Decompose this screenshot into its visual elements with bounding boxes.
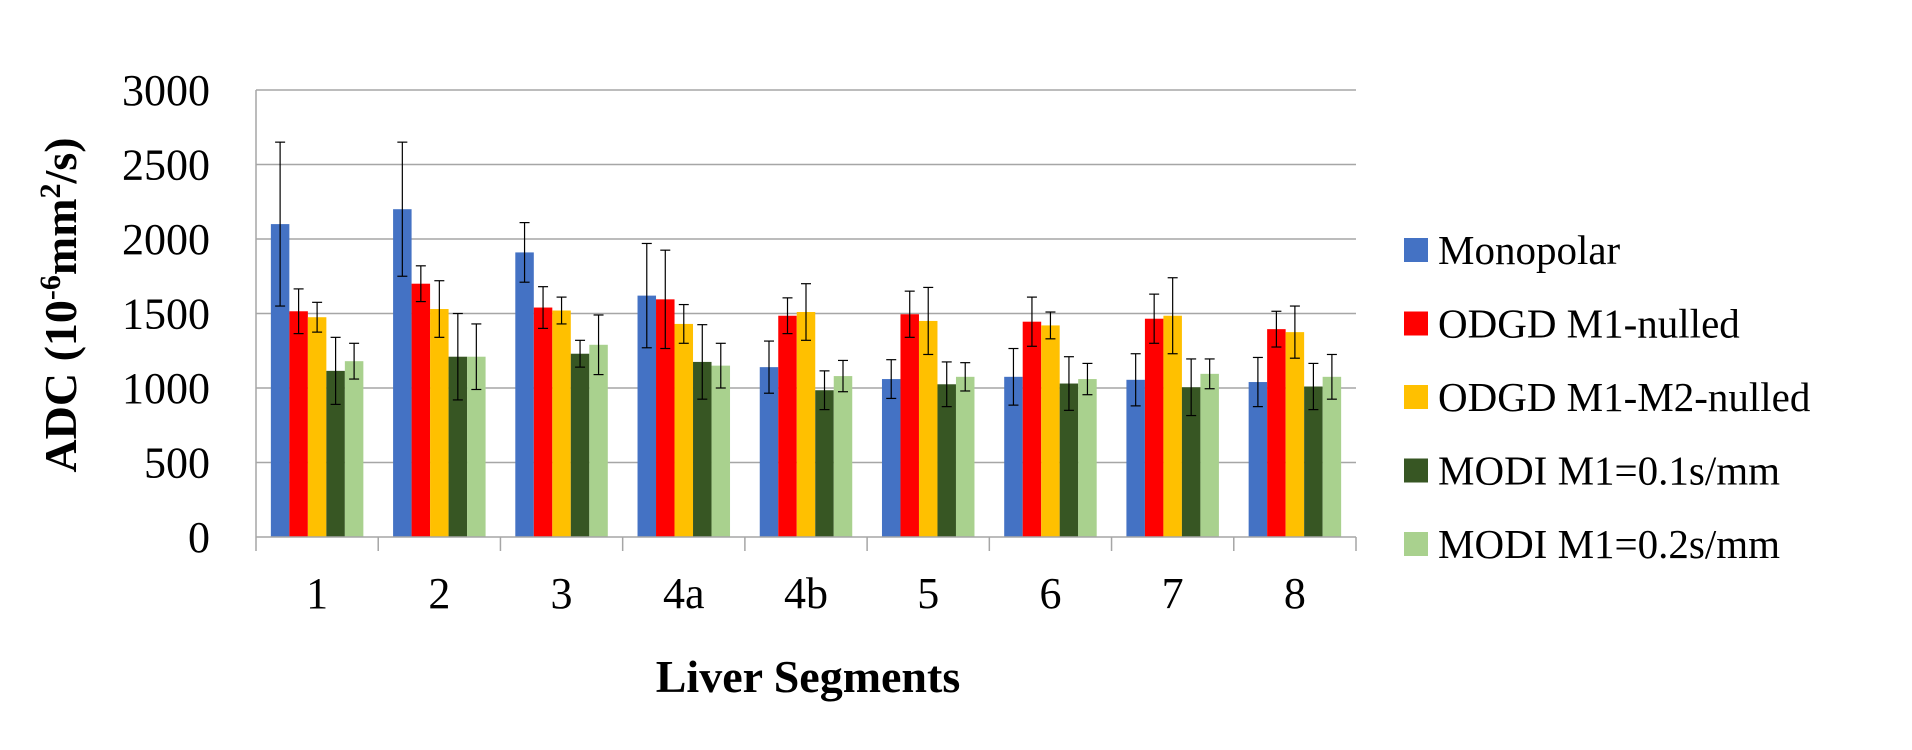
y-tick-label-3000: 3000 [122,66,210,115]
bar-modi-m1-0-1s-mm-seg-5 [937,384,956,537]
bar-modi-m1-0-1s-mm-seg-4a [693,361,712,537]
bar-modi-m1-0-1s-mm-seg-8 [1304,386,1323,537]
bar-modi-m1-0-1s-mm-seg-1 [326,370,345,537]
legend-label-monopolar: Monopolar [1438,227,1621,273]
bar-odgd-m1-m2-nulled-seg-3 [552,310,571,537]
bar-odgd-m1-m2-nulled-seg-1 [307,317,327,537]
bar-odgd-m1-m2-nulled-seg-7 [1163,315,1182,537]
x-tick-label-2: 2 [428,569,450,618]
x-tick-label-8: 8 [1284,569,1306,618]
x-tick-label-7: 7 [1162,569,1184,618]
bar-modi-m1-0-2s-mm-seg-1 [344,361,364,537]
axes [255,90,1357,551]
legend-swatch-modi-m1-0-2s-mm [1404,532,1428,556]
legend: Monopolar ODGD M1-nulled ODGD M1-M2-nulled… [1404,227,1810,567]
bar-odgd-m1-nulled-seg-2 [411,283,431,537]
bar-modi-m1-0-1s-mm-seg-6 [1059,383,1079,537]
bar-monopolar-seg-3 [515,252,534,537]
bar-modi-m1-0-2s-mm-seg-5 [955,376,975,537]
x-axis-title: Liver Segments [656,651,961,702]
bar-odgd-m1-m2-nulled-seg-4b [796,312,816,537]
x-tick-label-1: 1 [306,569,328,618]
bar-modi-m1-0-1s-mm-seg-7 [1181,387,1201,537]
bar-modi-m1-0-1s-mm-seg-4b [815,390,834,537]
bar-odgd-m1-nulled-seg-4b [778,315,797,537]
bar-monopolar-seg-8 [1248,382,1268,537]
y-axis-title-part2: mm [35,198,86,275]
bars [270,209,1342,537]
bar-modi-m1-0-1s-mm-seg-3 [570,353,590,537]
bar-modi-m1-0-2s-mm-seg-6 [1078,379,1097,537]
legend-label-odgd-m1-m2-nulled: ODGD M1-M2-nulled [1438,374,1810,420]
bar-odgd-m1-nulled-seg-5 [900,314,919,537]
x-tick-label-4b: 4b [784,569,828,618]
y-axis-title-sup1: -6 [34,275,67,300]
legend-swatch-monopolar [1404,238,1428,262]
y-tick-label-2000: 2000 [122,215,210,264]
bar-modi-m1-0-2s-mm-seg-7 [1200,373,1219,537]
bar-odgd-m1-nulled-seg-7 [1144,318,1164,537]
bar-modi-m1-0-1s-mm-seg-2 [448,356,468,537]
y-tick-label-1500: 1500 [122,290,210,339]
bar-monopolar-seg-2 [393,209,412,537]
legend-swatch-odgd-m1-nulled [1404,311,1428,336]
bar-modi-m1-0-2s-mm-seg-4b [833,376,853,537]
bar-modi-m1-0-2s-mm-seg-3 [589,344,608,537]
y-axis-title-sup2: 2 [34,183,67,198]
legend-swatch-modi-m1-0-1s-mm [1404,458,1428,483]
bar-monopolar-seg-4a [637,295,657,537]
bar-odgd-m1-nulled-seg-4a [656,299,675,537]
legend-label-modi-m1-0-2s-mm: MODI M1=0.2s/mm [1438,521,1780,567]
y-tick-label-1000: 1000 [122,364,210,413]
y-tick-label-2500: 2500 [122,141,210,190]
bar-modi-m1-0-2s-mm-seg-2 [467,356,486,537]
bar-odgd-m1-nulled-seg-8 [1267,329,1286,537]
x-tick-label-6: 6 [1039,569,1061,618]
bar-monopolar-seg-5 [881,379,901,537]
x-tick-label-5: 5 [917,569,939,618]
bar-modi-m1-0-2s-mm-seg-4a [711,365,731,537]
bar-odgd-m1-nulled-seg-3 [533,307,553,537]
bar-odgd-m1-m2-nulled-seg-5 [918,320,938,537]
legend-label-odgd-m1-nulled: ODGD M1-nulled [1438,301,1740,347]
x-tick-label-4a: 4a [663,569,705,618]
y-tick-label-0: 0 [188,513,210,562]
bar-odgd-m1-m2-nulled-seg-2 [430,309,449,537]
bar-monopolar-seg-7 [1126,379,1145,537]
bar-odgd-m1-m2-nulled-seg-6 [1041,325,1060,537]
y-axis-title-part1: ADC (10 [35,300,86,472]
bar-monopolar-seg-6 [1004,376,1023,537]
y-axis-title-part3: /s) [35,137,86,184]
x-tick-label-3: 3 [551,569,573,618]
legend-swatch-odgd-m1-m2-nulled [1404,385,1428,409]
bar-monopolar-seg-1 [270,224,290,537]
y-tick-labels: 0 500 1000 1500 2000 2500 3000 [122,66,210,562]
y-tick-label-500: 500 [144,439,210,488]
bar-odgd-m1-m2-nulled-seg-4a [674,323,694,537]
bar-odgd-m1-nulled-seg-6 [1022,321,1042,537]
bar-monopolar-seg-4b [759,367,779,537]
bar-odgd-m1-m2-nulled-seg-8 [1285,332,1305,537]
x-tick-labels: 1 2 3 4a 4b 5 6 7 8 [306,569,1306,618]
legend-label-modi-m1-0-1s-mm: MODI M1=0.1s/mm [1438,448,1780,494]
bar-odgd-m1-nulled-seg-1 [289,311,308,537]
error-bars [275,141,1337,417]
bar-modi-m1-0-2s-mm-seg-8 [1322,376,1342,537]
y-axis-title: ADC (10-6mm2/s) [34,137,86,472]
